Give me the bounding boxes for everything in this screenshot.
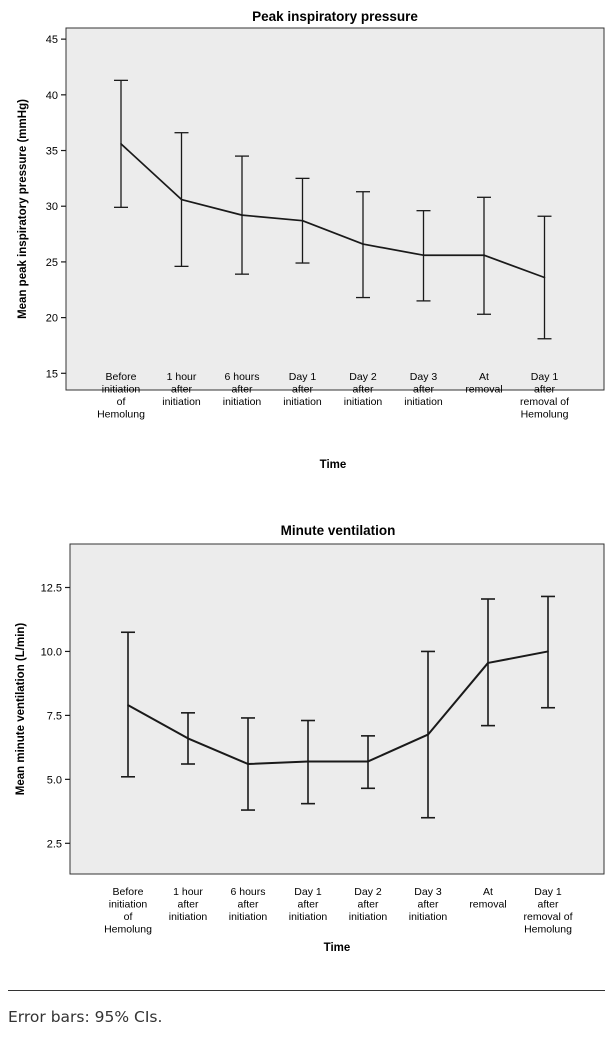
chart-title: Peak inspiratory pressure bbox=[252, 9, 418, 24]
mean-point bbox=[241, 214, 243, 216]
y-tick-label: 20 bbox=[46, 313, 58, 325]
footnote: Error bars: 95% CIs. bbox=[8, 1008, 163, 1026]
plot-area bbox=[65, 27, 605, 391]
x-axis-label: Time bbox=[320, 459, 347, 471]
mean-point bbox=[362, 243, 364, 245]
mean-point bbox=[180, 198, 183, 201]
peak-inspiratory-pressure-chart: Peak inspiratory pressure 15 20 25 30 35 40 45 M… bbox=[17, 9, 605, 471]
y-tick-label: 7.5 bbox=[47, 710, 62, 722]
chart-title: Minute ventilation bbox=[281, 523, 396, 538]
x-tick-label: Day 3 after initiation bbox=[404, 371, 443, 408]
x-tick-label: At removal bbox=[469, 886, 506, 911]
x-tick-label: At removal bbox=[465, 371, 502, 396]
x-tick-label: 1 hour after initiation bbox=[169, 886, 208, 923]
x-tick-label: 1 hour after initiation bbox=[162, 371, 201, 408]
mean-point bbox=[422, 254, 425, 257]
mean-point bbox=[427, 733, 429, 736]
y-axis-label: Mean peak inspiratory pressure (mmHg) bbox=[17, 99, 29, 319]
mean-point bbox=[301, 219, 304, 222]
y-tick-label: 2.5 bbox=[47, 838, 62, 850]
mean-point bbox=[483, 254, 485, 257]
mean-line bbox=[127, 650, 549, 765]
y-tick-label: 10.0 bbox=[41, 646, 62, 658]
x-axis-label: Time bbox=[324, 942, 351, 954]
y-tick-label: 30 bbox=[46, 201, 58, 213]
mean-point bbox=[487, 662, 489, 664]
x-tick-label: Day 2 after initiation bbox=[344, 371, 383, 408]
y-tick-label: 45 bbox=[46, 34, 58, 46]
x-tick-label: Day 2 after initiation bbox=[349, 886, 388, 923]
x-tick-label: 6 hours after initiation bbox=[229, 886, 268, 923]
y-tick-label: 35 bbox=[46, 146, 58, 158]
x-tick-label: Day 1 after removal of Hemolung bbox=[520, 371, 569, 421]
x-tick-label: Day 1 after removal of Hemolung bbox=[523, 886, 572, 936]
x-tick-label: 6 hours after initiation bbox=[223, 371, 262, 408]
y-tick-label: 5.0 bbox=[47, 774, 62, 786]
x-tick-label: Day 3 after initiation bbox=[409, 886, 448, 923]
footer-divider bbox=[8, 990, 605, 991]
y-tick-label: 25 bbox=[46, 257, 58, 269]
mean-point bbox=[367, 760, 369, 763]
mean-point bbox=[543, 276, 546, 279]
minute-ventilation-chart: Minute ventilation 2.5 5.0 7.5 10.0 12.5 Mean … bbox=[15, 523, 605, 954]
mean-point bbox=[247, 763, 249, 765]
mean-point bbox=[187, 737, 189, 740]
x-tick-label: Before initiation of Hemolung bbox=[104, 886, 152, 936]
plot-area bbox=[69, 543, 605, 875]
y-tick-label: 15 bbox=[46, 368, 58, 380]
mean-point bbox=[120, 143, 122, 145]
mean-point bbox=[127, 704, 129, 706]
mean-point bbox=[307, 760, 309, 763]
x-tick-label: Before initiation of Hemolung bbox=[97, 371, 145, 421]
x-tick-label: Day 1 after initiation bbox=[283, 371, 322, 408]
mean-line bbox=[120, 143, 545, 279]
x-tick-label: Day 1 after initiation bbox=[289, 886, 328, 923]
mean-point bbox=[547, 650, 549, 653]
y-tick-label: 12.5 bbox=[41, 582, 62, 594]
y-axis-label: Mean minute ventilation (L/min) bbox=[15, 623, 27, 796]
y-tick-label: 40 bbox=[46, 90, 58, 102]
